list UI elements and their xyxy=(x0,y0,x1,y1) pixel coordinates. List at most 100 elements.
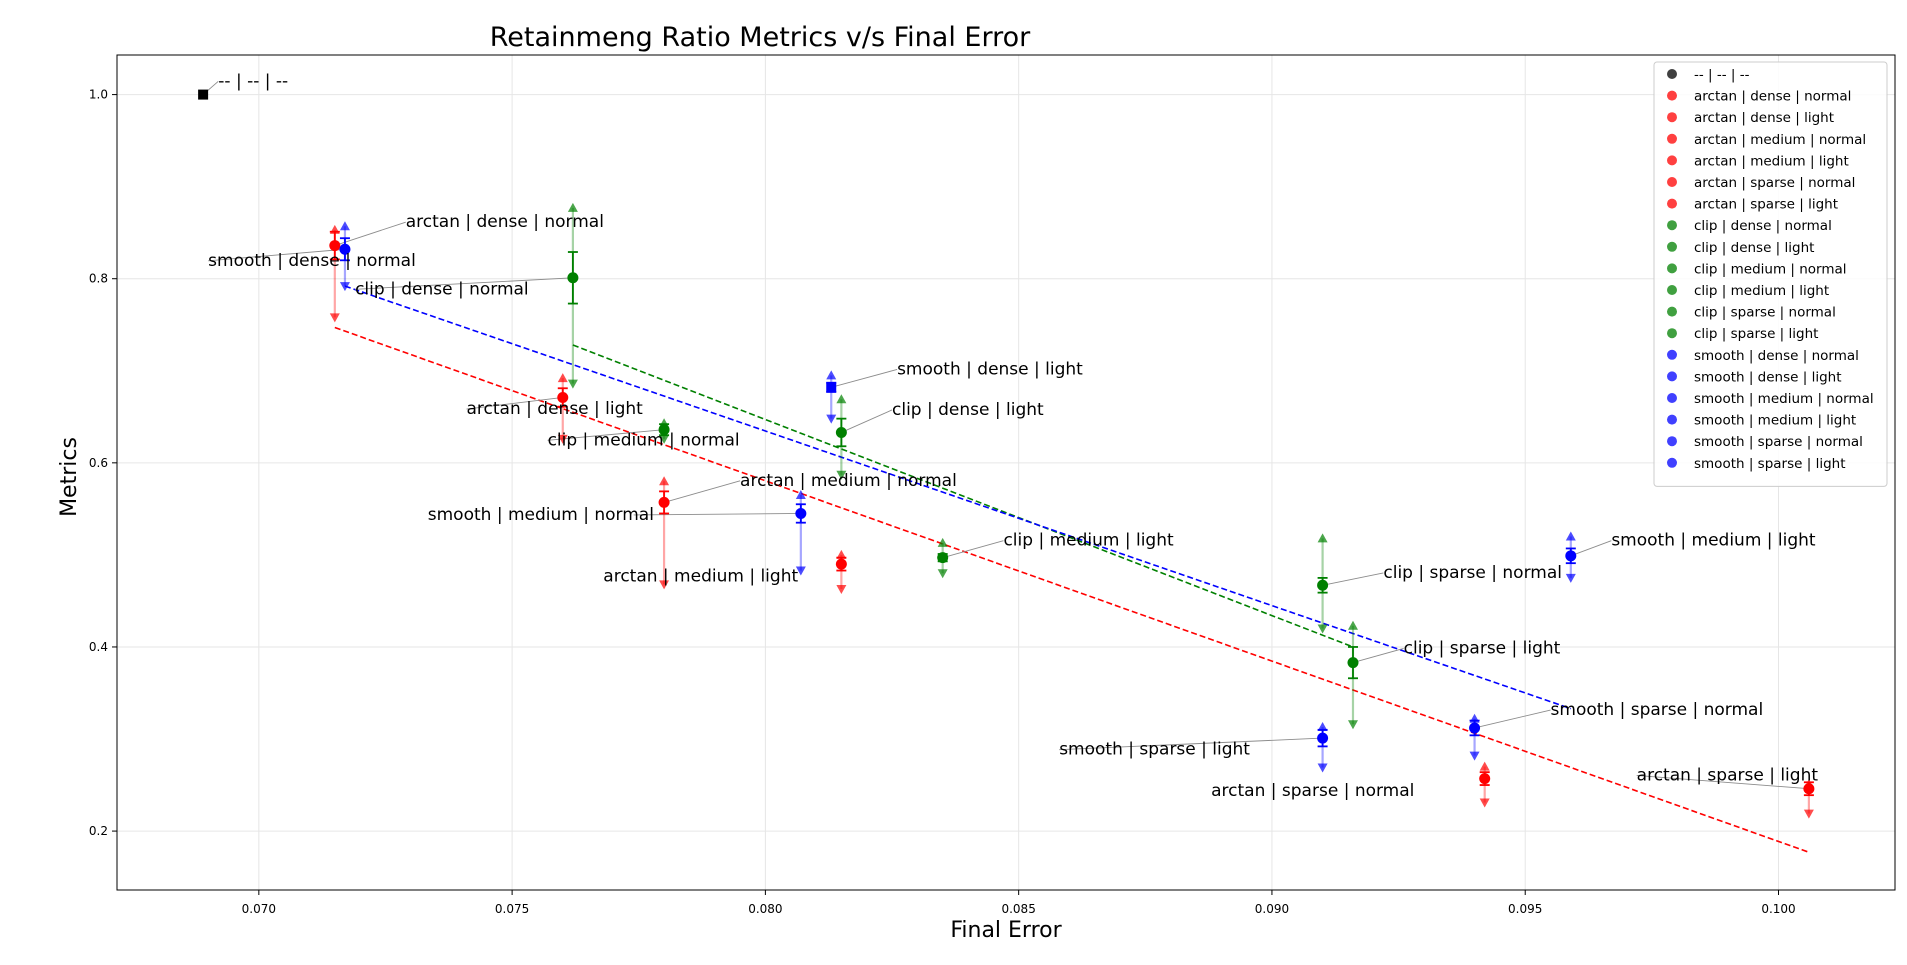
point-marker xyxy=(835,558,847,570)
point-marker xyxy=(1317,732,1329,744)
legend-entry: arctan | medium | light xyxy=(1694,153,1849,169)
range-max-marker xyxy=(1479,761,1490,771)
legend-marker xyxy=(1667,306,1677,317)
x-tick-label: 0.100 xyxy=(1761,902,1795,916)
data-point xyxy=(567,202,579,389)
point-marker xyxy=(567,272,579,284)
data-point xyxy=(937,537,949,579)
range-max-marker xyxy=(836,549,847,559)
x-tick-label: 0.095 xyxy=(1508,902,1542,916)
range-min-marker xyxy=(836,584,847,594)
y-tick-label: 0.8 xyxy=(89,272,108,286)
point-marker xyxy=(1565,550,1577,562)
point-marker xyxy=(1479,773,1491,785)
legend-entry: smooth | sparse | normal xyxy=(1694,434,1863,450)
range-min-marker xyxy=(1317,763,1328,773)
range-max-marker xyxy=(826,370,837,380)
range-max-marker xyxy=(339,221,350,231)
legend-entry: arctan | medium | normal xyxy=(1694,132,1866,148)
annotation-leader xyxy=(1570,540,1612,557)
range-max-marker xyxy=(659,476,670,486)
data-point xyxy=(339,221,351,292)
data-point xyxy=(198,89,209,100)
annotation-label: clip | dense | normal xyxy=(355,279,529,299)
annotation-label: arctan | medium | normal xyxy=(740,471,957,491)
legend-marker xyxy=(1667,414,1677,425)
annotation-leader xyxy=(334,221,406,246)
y-axis-label: Metrics xyxy=(57,437,82,517)
y-tick-label: 0.6 xyxy=(89,456,108,470)
trend-line-clip xyxy=(572,344,1354,648)
data-point xyxy=(1317,722,1329,773)
point-marker xyxy=(339,243,351,255)
axis-ticks: 0.070 0.075 0.080 0.085 0.090 0.095 0.100 0.2 0.… xyxy=(89,88,1796,916)
annotation-leader xyxy=(1059,737,1323,751)
legend-marker xyxy=(1667,133,1677,144)
data-point xyxy=(1803,779,1815,819)
legend-marker xyxy=(1667,393,1677,403)
range-min-marker xyxy=(795,566,806,576)
legend-marker xyxy=(1667,371,1677,382)
legend-marker xyxy=(1667,349,1677,360)
range-max-marker xyxy=(557,373,568,383)
point-marker xyxy=(795,507,807,519)
range-min-marker xyxy=(329,313,340,323)
data-point xyxy=(1347,620,1359,730)
point-marker xyxy=(198,89,209,100)
legend-marker xyxy=(1667,112,1677,123)
point-marker xyxy=(1347,657,1359,669)
range-max-marker xyxy=(1565,531,1576,541)
legend-entry: smooth | medium | light xyxy=(1694,413,1856,429)
annotation-label: smooth | dense | light xyxy=(897,359,1083,379)
point-marker xyxy=(557,391,569,403)
legend-marker xyxy=(1667,198,1677,209)
annotation-leader xyxy=(841,409,893,433)
range-max-marker xyxy=(795,490,806,500)
legend-marker xyxy=(1667,90,1677,101)
legend-marker xyxy=(1667,457,1677,468)
range-max-marker xyxy=(1317,533,1328,543)
annotation-label: arctan | sparse | light xyxy=(1637,765,1819,785)
x-tick-label: 0.090 xyxy=(1255,902,1289,916)
x-tick-label: 0.070 xyxy=(242,902,276,916)
grid-layer xyxy=(117,55,1895,890)
point-marker xyxy=(658,424,670,436)
axes-frame xyxy=(116,54,1896,891)
annotation-leader xyxy=(466,397,563,410)
annotation-leader xyxy=(1352,647,1404,664)
range-min-marker xyxy=(1803,809,1814,819)
point-marker xyxy=(826,382,837,393)
legend-entry: -- | -- | -- xyxy=(1694,67,1750,83)
annotation-label: smooth | sparse | normal xyxy=(1551,700,1764,720)
point-marker xyxy=(329,240,341,252)
point-marker xyxy=(1803,783,1815,795)
annotation-label: clip | medium | normal xyxy=(548,430,740,450)
legend-marker xyxy=(1667,328,1677,339)
data-point xyxy=(795,490,807,576)
annotation-leader xyxy=(208,248,345,262)
legend-entry: smooth | medium | normal xyxy=(1694,391,1874,407)
x-tick-label: 0.085 xyxy=(1001,902,1035,916)
legend-entry: clip | dense | normal xyxy=(1694,218,1832,234)
range-min-marker xyxy=(1565,573,1576,583)
point-marker xyxy=(835,426,847,438)
range-min-marker xyxy=(1317,624,1328,634)
annotation-label: clip | sparse | normal xyxy=(1383,563,1562,583)
annotation-leader xyxy=(942,540,1004,559)
legend-entry: arctan | dense | normal xyxy=(1694,89,1851,105)
point-marker xyxy=(937,552,949,564)
annotation-leader xyxy=(1322,572,1384,586)
data-point xyxy=(329,224,341,323)
legend-marker xyxy=(1667,436,1677,447)
annotation-label: clip | medium | light xyxy=(1003,531,1174,551)
data-point xyxy=(1317,533,1329,634)
annotation-label: -- | -- | -- xyxy=(218,71,288,91)
annotation-label: smooth | medium | light xyxy=(1611,531,1816,551)
annotation-label: smooth | dense | normal xyxy=(208,251,416,271)
legend-entry: arctan | dense | light xyxy=(1694,110,1834,126)
trend-line-smooth xyxy=(344,285,1572,710)
annotation-leader xyxy=(633,513,801,516)
legend-entry: smooth | sparse | light xyxy=(1694,456,1846,472)
point-marker xyxy=(1469,722,1481,734)
